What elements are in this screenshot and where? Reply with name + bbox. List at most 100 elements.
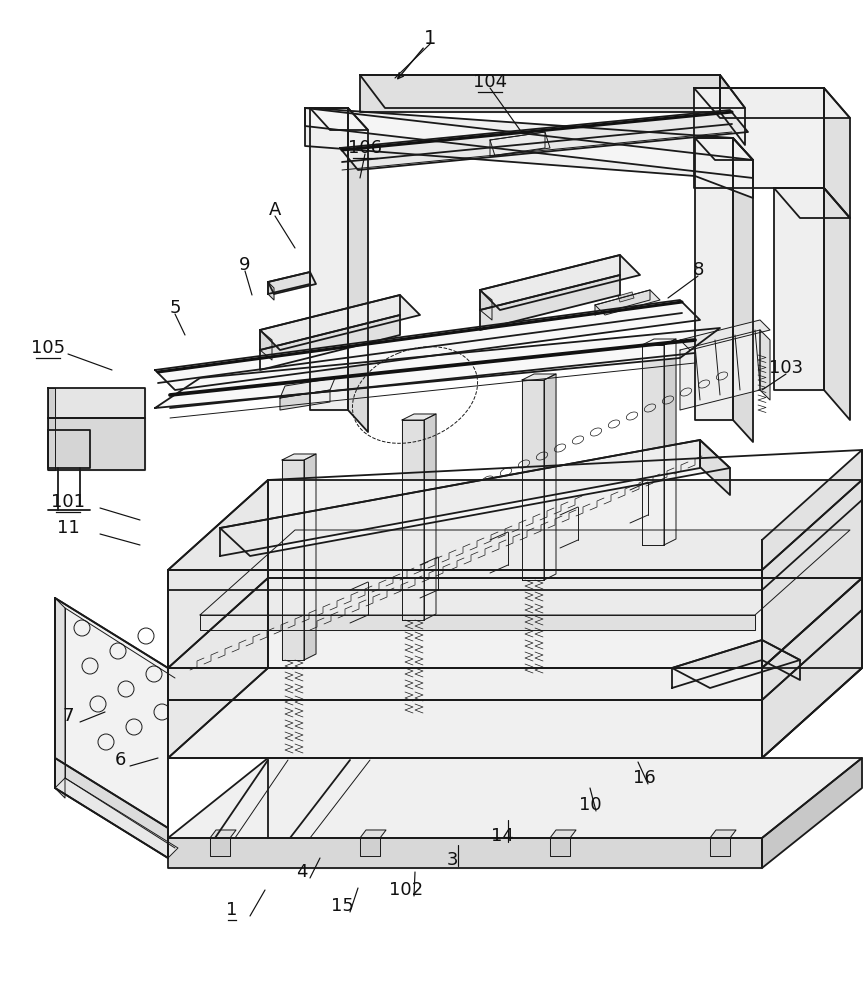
Polygon shape <box>762 610 862 758</box>
Polygon shape <box>680 330 760 410</box>
Polygon shape <box>595 290 660 315</box>
Text: 5: 5 <box>169 299 181 317</box>
Polygon shape <box>402 420 424 620</box>
Polygon shape <box>680 320 770 350</box>
Polygon shape <box>55 758 168 858</box>
Polygon shape <box>522 374 556 380</box>
Text: 9: 9 <box>240 256 251 274</box>
Polygon shape <box>168 480 268 758</box>
Polygon shape <box>824 88 850 218</box>
Polygon shape <box>282 460 304 660</box>
Polygon shape <box>305 108 753 178</box>
Polygon shape <box>618 292 634 302</box>
Polygon shape <box>210 838 230 856</box>
Polygon shape <box>305 108 753 198</box>
Polygon shape <box>168 578 862 668</box>
Polygon shape <box>672 640 800 688</box>
Text: 4: 4 <box>296 863 308 881</box>
Polygon shape <box>260 330 272 360</box>
Polygon shape <box>260 295 400 350</box>
Polygon shape <box>720 75 745 145</box>
Polygon shape <box>55 598 168 828</box>
Polygon shape <box>168 700 762 758</box>
Polygon shape <box>762 480 862 590</box>
Text: 1: 1 <box>227 901 238 919</box>
Polygon shape <box>774 188 850 218</box>
Polygon shape <box>268 272 310 294</box>
Polygon shape <box>168 758 862 838</box>
Polygon shape <box>260 315 400 370</box>
Polygon shape <box>664 339 676 545</box>
Text: 104: 104 <box>473 73 507 91</box>
Polygon shape <box>672 640 762 688</box>
Polygon shape <box>360 75 720 112</box>
Polygon shape <box>260 295 420 350</box>
Text: 15: 15 <box>331 897 353 915</box>
Polygon shape <box>642 345 664 545</box>
Polygon shape <box>694 88 850 118</box>
Polygon shape <box>774 188 824 390</box>
Polygon shape <box>544 374 556 580</box>
Polygon shape <box>694 88 824 188</box>
Polygon shape <box>280 390 330 410</box>
Polygon shape <box>168 480 862 570</box>
Polygon shape <box>762 758 862 868</box>
Polygon shape <box>310 108 348 410</box>
Polygon shape <box>550 838 570 856</box>
Text: 8: 8 <box>693 261 704 279</box>
Text: 14: 14 <box>490 827 514 845</box>
Text: 7: 7 <box>62 707 74 725</box>
Text: 103: 103 <box>769 359 803 377</box>
Text: 106: 106 <box>348 139 382 157</box>
Polygon shape <box>220 440 730 556</box>
Polygon shape <box>402 414 436 420</box>
Text: 6: 6 <box>115 751 126 769</box>
Polygon shape <box>210 830 236 838</box>
Text: 3: 3 <box>446 851 457 869</box>
Polygon shape <box>360 838 380 856</box>
Polygon shape <box>168 578 862 668</box>
Text: 101: 101 <box>51 493 85 511</box>
Text: 16: 16 <box>633 769 655 787</box>
Polygon shape <box>480 255 620 310</box>
Polygon shape <box>550 830 576 838</box>
Polygon shape <box>733 138 753 442</box>
Polygon shape <box>268 282 274 300</box>
Polygon shape <box>48 388 145 418</box>
Polygon shape <box>348 108 368 432</box>
Text: 105: 105 <box>31 339 65 357</box>
Polygon shape <box>595 290 650 315</box>
Polygon shape <box>168 838 762 868</box>
Polygon shape <box>55 598 65 798</box>
Polygon shape <box>168 668 762 700</box>
Polygon shape <box>710 830 736 838</box>
Text: 1: 1 <box>424 28 437 47</box>
Polygon shape <box>522 380 544 580</box>
Polygon shape <box>268 272 316 294</box>
Polygon shape <box>700 440 730 495</box>
Polygon shape <box>280 378 335 398</box>
Text: 10: 10 <box>579 796 602 814</box>
Polygon shape <box>168 668 862 758</box>
Polygon shape <box>155 328 720 408</box>
Polygon shape <box>220 440 700 556</box>
Text: 102: 102 <box>389 881 423 899</box>
Polygon shape <box>695 138 753 160</box>
Polygon shape <box>480 275 620 330</box>
Polygon shape <box>155 300 700 390</box>
Polygon shape <box>762 450 862 758</box>
Polygon shape <box>480 255 640 310</box>
Polygon shape <box>48 418 145 470</box>
Polygon shape <box>824 188 850 420</box>
Polygon shape <box>360 830 386 838</box>
Polygon shape <box>490 132 550 156</box>
Polygon shape <box>480 290 492 320</box>
Polygon shape <box>55 778 178 858</box>
Polygon shape <box>168 570 762 590</box>
Polygon shape <box>200 530 850 615</box>
Text: A: A <box>269 201 281 219</box>
Polygon shape <box>710 838 730 856</box>
Polygon shape <box>310 108 368 130</box>
Polygon shape <box>282 454 316 460</box>
Polygon shape <box>762 578 862 700</box>
